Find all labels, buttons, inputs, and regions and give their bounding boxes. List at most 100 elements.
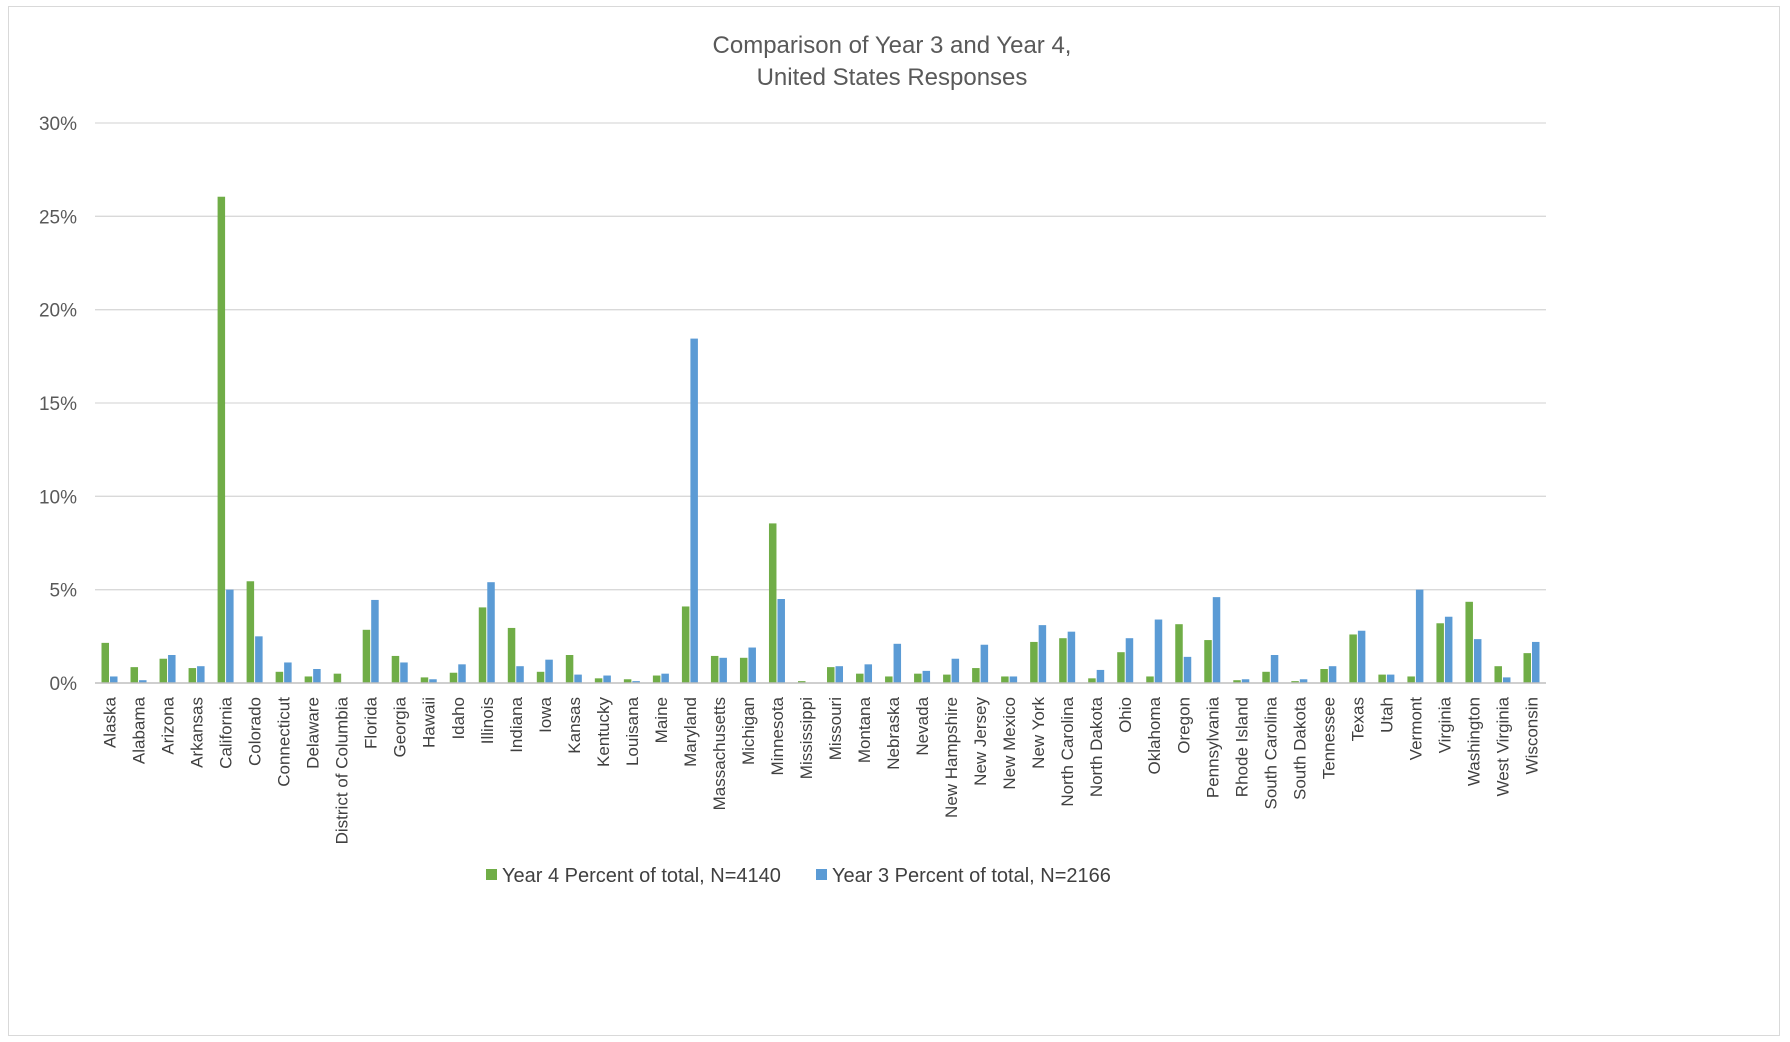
bar-year-3-idaho — [458, 664, 466, 683]
chart-title: Comparison of Year 3 and Year 4, — [713, 32, 1072, 59]
x-category-label: Montana — [855, 696, 874, 763]
bar-year-4-utah — [1378, 674, 1386, 683]
bar-year-3-florida — [371, 599, 379, 683]
x-category-label: Florida — [362, 696, 381, 749]
bar-year-3-colorado — [255, 636, 263, 683]
bar-year-4-new-hampshire — [943, 674, 951, 683]
x-category-label: Georgia — [391, 696, 410, 757]
bar-year-4-iowa — [536, 671, 545, 683]
gridlines — [95, 122, 1546, 591]
bar-year-3-connecticut — [284, 662, 292, 683]
bar-year-3-tennessee — [1328, 666, 1337, 683]
x-category-label: Pennsylvania — [1203, 696, 1222, 798]
x-category-label: Mississippi — [797, 697, 816, 779]
bar-year-3-kentucky — [603, 675, 611, 683]
bar-year-4-illinois — [478, 607, 487, 683]
bar-year-3-california — [226, 589, 234, 683]
x-category-label: New Hampshire — [942, 697, 961, 818]
x-category-label: Michigan — [739, 697, 758, 765]
bar-year-3-georgia — [400, 662, 408, 683]
bar-year-3-oregon — [1183, 656, 1192, 683]
bar-year-4-new-mexico — [1001, 676, 1009, 683]
bar-year-4-arizona — [159, 658, 168, 683]
bar-year-4-maine — [652, 675, 661, 683]
bar-year-3-virginia — [1444, 616, 1453, 683]
bar-year-3-new-jersey — [980, 644, 989, 683]
bar-year-4-california — [217, 196, 226, 683]
bar-year-3-kansas — [574, 674, 582, 683]
x-category-label: Nebraska — [884, 696, 903, 769]
x-category-label: South Carolina — [1261, 696, 1280, 809]
bar-year-3-vermont — [1415, 589, 1424, 683]
x-category-label: South Dakota — [1290, 696, 1309, 800]
bar-year-4-indiana — [507, 627, 516, 683]
bar-year-4-idaho — [449, 672, 458, 683]
x-category-label: Tennessee — [1319, 697, 1338, 779]
bar-year-3-montana — [864, 664, 873, 683]
bar-year-3-south-dakota — [1299, 679, 1308, 683]
bar-year-4-new-york — [1030, 641, 1038, 683]
x-category-label: Washington — [1464, 697, 1483, 786]
bar-year-4-kansas — [565, 655, 574, 683]
bar-year-4-washington — [1465, 601, 1473, 683]
bar-year-4-montana — [856, 673, 864, 683]
x-category-label: Utah — [1377, 697, 1396, 733]
x-category-label: New York — [1029, 697, 1048, 769]
bar-year-3-nebraska — [893, 643, 902, 683]
bar-year-4-rhode-island — [1233, 680, 1241, 683]
x-axis-categories: Alaska Alabama Arizona Arkansas California Co… — [101, 696, 1542, 844]
bar-year-3-new-hampshire — [951, 658, 960, 683]
legend: Year 4 Percent of total, N=4140 Year 3 P… — [486, 865, 1111, 887]
x-category-label: Connecticut — [275, 697, 294, 787]
bar-year-3-delaware — [313, 669, 321, 683]
bar-year-4-colorado — [246, 581, 255, 683]
x-category-label: Hawaii — [420, 697, 439, 748]
bar-year-3-new-york — [1038, 625, 1047, 683]
bar-year-4-texas — [1349, 634, 1357, 683]
y-tick-label: 15% — [39, 394, 77, 415]
x-category-label: Louisana — [623, 696, 642, 766]
x-category-label: Minnesota — [768, 696, 787, 775]
bar-year-4-new-jersey — [972, 668, 980, 683]
bar-year-3-wisconsin — [1531, 641, 1540, 683]
y-axis-ticks: 0% 5% 10% 15% 20% 25% 30% — [39, 114, 77, 695]
x-category-label: West Virginia — [1493, 696, 1512, 796]
y-tick-label: 0% — [50, 674, 78, 695]
bar-year-4-oregon — [1175, 624, 1183, 683]
bar-year-3-ohio — [1125, 638, 1134, 683]
chart-frame: Comparison of Year 3 and Year 4, United … — [8, 6, 1780, 1036]
bar-year-4-district-of-columbia — [333, 673, 342, 683]
x-category-label: Alaska — [101, 696, 120, 748]
bar-year-3-oklahoma — [1154, 619, 1163, 683]
bar-year-4-south-carolina — [1262, 671, 1270, 683]
legend-swatch-year-4 — [486, 869, 497, 880]
bar-year-3-arizona — [168, 655, 176, 683]
x-category-label: Kansas — [565, 697, 584, 754]
bar-year-4-missouri — [827, 667, 835, 683]
x-category-label: Maryland — [681, 697, 700, 767]
bar-year-3-maine — [661, 673, 669, 683]
bar-year-4-florida — [362, 629, 371, 683]
x-category-label: Kentucky — [594, 697, 613, 767]
bar-year-3-iowa — [545, 659, 553, 683]
x-category-label: Ohio — [1116, 697, 1135, 733]
bar-year-3-minnesota — [777, 599, 785, 683]
x-category-label: Virginia — [1435, 696, 1454, 753]
bar-year-3-west-virginia — [1502, 677, 1511, 683]
bar-year-3-massachusetts — [719, 657, 727, 683]
x-category-label: Colorado — [246, 697, 265, 766]
legend-label-year-4: Year 4 Percent of total, N=4140 — [502, 865, 781, 887]
bar-year-4-north-carolina — [1059, 638, 1067, 683]
bar-year-3-rhode-island — [1241, 679, 1250, 683]
x-category-label: Indiana — [507, 696, 526, 752]
bar-year-4-michigan — [739, 657, 748, 683]
bar-year-3-pennsylvania — [1212, 597, 1221, 683]
bar-year-4-kentucky — [594, 678, 603, 683]
x-category-label: Texas — [1348, 697, 1367, 741]
bar-year-3-texas — [1357, 630, 1366, 683]
bar-year-4-louisana — [623, 679, 632, 683]
bar-year-4-massachusetts — [710, 655, 719, 683]
bar-year-4-vermont — [1407, 676, 1415, 683]
x-category-label: Missouri — [826, 697, 845, 760]
x-category-label: Arizona — [159, 696, 178, 754]
